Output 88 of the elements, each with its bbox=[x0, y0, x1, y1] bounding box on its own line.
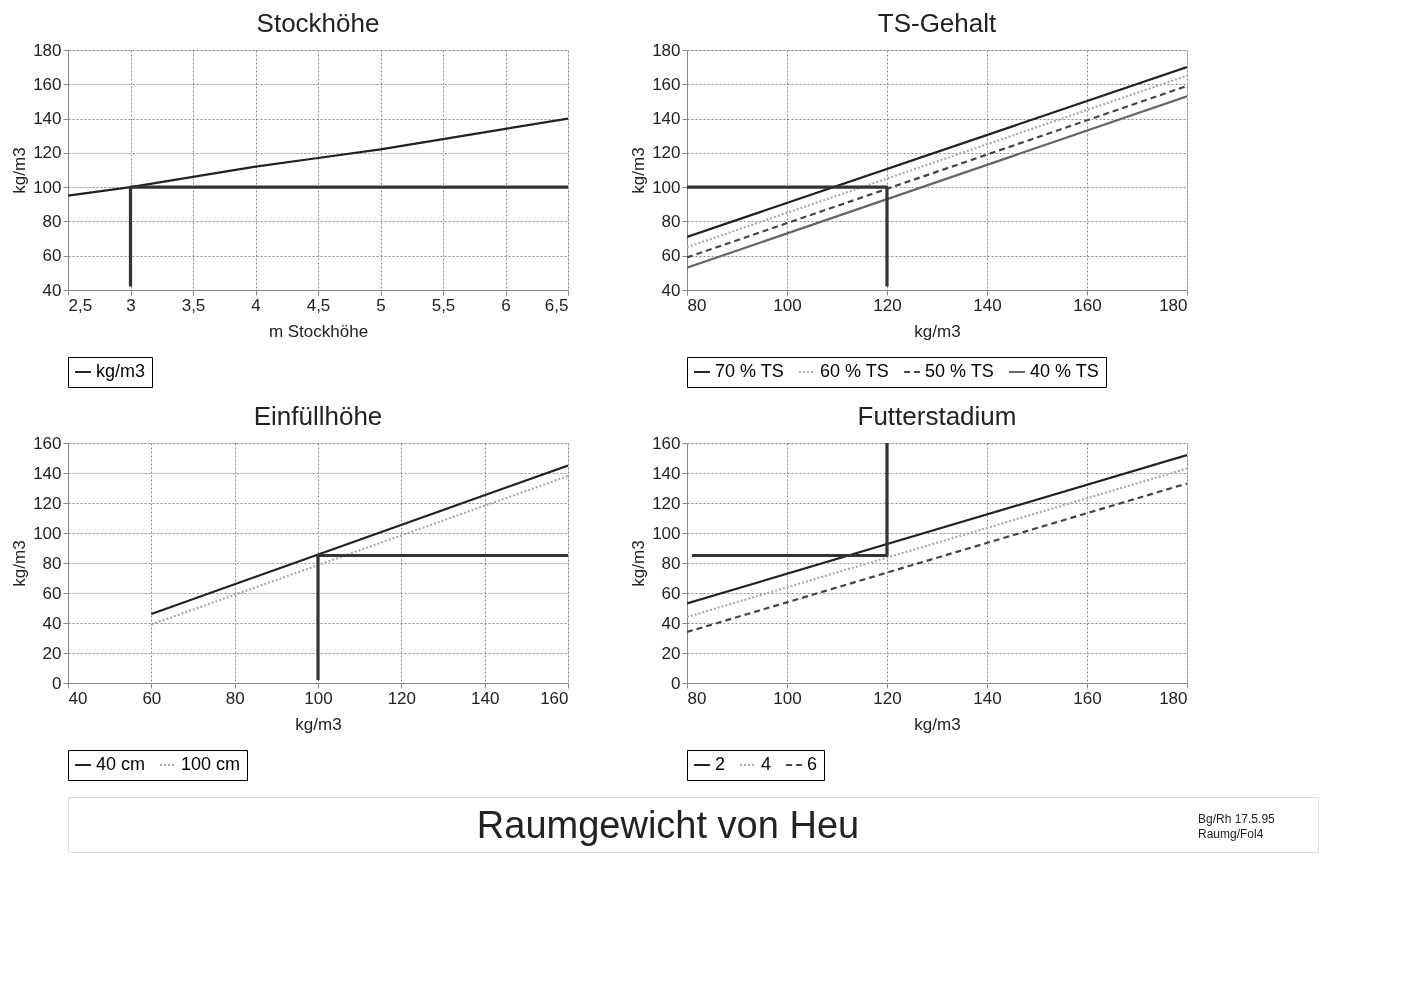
x-tick-label: 80 bbox=[687, 688, 707, 708]
x-tick-label: 40 bbox=[68, 688, 88, 708]
y-tick-label: 100 bbox=[33, 177, 62, 197]
x-tick-label: 4,5 bbox=[306, 295, 331, 315]
y-tick-label: 140 bbox=[33, 463, 62, 483]
y-tick-label: 140 bbox=[652, 109, 681, 129]
y-tick-label: 40 bbox=[661, 613, 681, 633]
x-tick-label: 120 bbox=[873, 688, 902, 708]
y-axis-title: kg/m3 bbox=[629, 540, 649, 587]
y-tick-label: 100 bbox=[652, 523, 681, 543]
y-tick-label: 80 bbox=[661, 211, 681, 231]
x-tick-label: 80 bbox=[687, 295, 707, 315]
x-tick-label: 140 bbox=[470, 688, 500, 708]
chart-title: Einfüllhöhe bbox=[253, 401, 383, 431]
x-tick-label: 160 bbox=[1073, 295, 1102, 315]
y-tick-label: 160 bbox=[33, 433, 62, 453]
x-tick-label: 3,5 bbox=[181, 295, 206, 315]
y-tick-label: 80 bbox=[42, 211, 62, 231]
legend-label: 2 bbox=[715, 754, 726, 774]
x-tick-label: 100 bbox=[773, 688, 802, 708]
x-tick-label: 120 bbox=[873, 295, 902, 315]
y-tick-label: 0 bbox=[671, 673, 681, 693]
x-tick-label: 180 bbox=[1159, 295, 1188, 315]
y-tick-label: 180 bbox=[33, 40, 62, 60]
y-tick-label: 40 bbox=[42, 280, 62, 300]
x-tick-label: 140 bbox=[973, 688, 1002, 708]
y-tick-label: 120 bbox=[652, 493, 681, 513]
y-tick-label: 100 bbox=[33, 523, 62, 543]
legend-label: 70 % TS bbox=[715, 361, 784, 381]
line-series bbox=[68, 117, 568, 197]
legend-label: 6 bbox=[807, 754, 818, 774]
y-tick-label: 20 bbox=[661, 643, 681, 663]
y-tick-label: 180 bbox=[652, 40, 681, 60]
y-tick-label: 40 bbox=[42, 613, 62, 633]
x-tick-label: 60 bbox=[142, 688, 162, 708]
x-tick-label: 6 bbox=[501, 295, 511, 315]
y-tick-label: 140 bbox=[33, 109, 62, 129]
x-tick-label: 6,5 bbox=[544, 295, 569, 315]
y-axis-title: kg/m3 bbox=[10, 147, 30, 194]
x-tick-label: 100 bbox=[304, 688, 333, 708]
y-tick-label: 0 bbox=[52, 673, 62, 693]
legend-label: 60 % TS bbox=[820, 361, 889, 381]
text: Raumg/Fol4 bbox=[1198, 827, 1264, 841]
y-tick-label: 160 bbox=[652, 433, 681, 453]
y-tick-label: 60 bbox=[661, 246, 681, 266]
x-tick-label: 100 bbox=[773, 295, 802, 315]
x-axis-title: kg/m3 bbox=[914, 714, 961, 734]
x-tick-label: 80 bbox=[225, 688, 245, 708]
y-tick-label: 120 bbox=[33, 493, 62, 513]
legend-label: 100 cm bbox=[181, 754, 241, 774]
y-tick-label: 160 bbox=[652, 74, 681, 94]
legend-label: 40 % TS bbox=[1030, 361, 1099, 381]
legend-label: 40 cm bbox=[96, 754, 146, 774]
y-tick-label: 120 bbox=[652, 143, 681, 163]
y-tick-label: 80 bbox=[42, 553, 62, 573]
x-tick-label: 140 bbox=[973, 295, 1002, 315]
y-axis-title: kg/m3 bbox=[10, 540, 30, 587]
chart-title: TS-Gehalt bbox=[877, 8, 998, 38]
x-axis-title: kg/m3 bbox=[295, 714, 342, 734]
y-tick-label: 160 bbox=[33, 74, 62, 94]
y-tick-label: 80 bbox=[661, 553, 681, 573]
x-axis-title: kg/m3 bbox=[914, 321, 961, 341]
y-tick-label: 100 bbox=[652, 177, 681, 197]
x-tick-label: 2,5 bbox=[68, 295, 93, 315]
text: Raumgewicht von Heu bbox=[476, 804, 860, 846]
legend-label: 4 bbox=[761, 754, 772, 774]
x-tick-label: 5,5 bbox=[431, 295, 456, 315]
y-tick-label: 140 bbox=[652, 463, 681, 483]
text: Bg/Rh 17.5.95 bbox=[1198, 812, 1276, 826]
x-tick-label: 3 bbox=[126, 295, 136, 315]
x-tick-label: 160 bbox=[540, 688, 569, 708]
x-tick-label: 5 bbox=[376, 295, 386, 315]
legend-label: 50 % TS bbox=[925, 361, 994, 381]
x-tick-label: 120 bbox=[387, 688, 417, 708]
y-tick-label: 60 bbox=[42, 583, 62, 603]
y-tick-label: 60 bbox=[661, 583, 681, 603]
y-tick-label: 20 bbox=[42, 643, 62, 663]
y-tick-label: 40 bbox=[661, 280, 681, 300]
chart-title: Futterstadium bbox=[857, 401, 1017, 431]
x-axis-title: m Stockhöhe bbox=[268, 321, 369, 341]
x-tick-label: 180 bbox=[1159, 688, 1188, 708]
x-tick-label: 4 bbox=[251, 295, 261, 315]
y-tick-label: 120 bbox=[33, 143, 62, 163]
chart-title: Stockhöhe bbox=[256, 8, 380, 38]
x-tick-label: 160 bbox=[1073, 688, 1102, 708]
y-tick-label: 60 bbox=[42, 246, 62, 266]
legend-label: kg/m3 bbox=[96, 361, 146, 381]
y-axis-title: kg/m3 bbox=[629, 147, 649, 194]
